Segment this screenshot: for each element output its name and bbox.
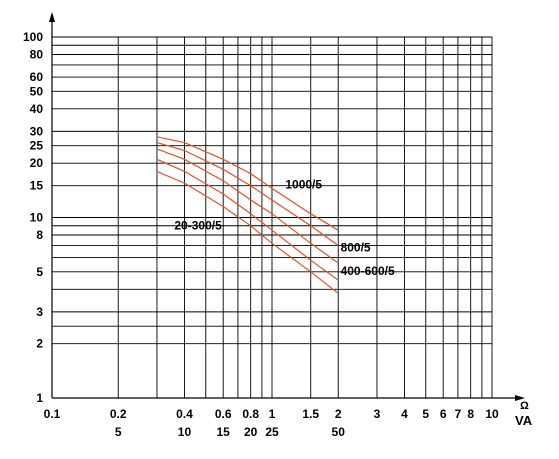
curves bbox=[156, 136, 339, 294]
x-tick-label: 6 bbox=[440, 407, 447, 421]
x-tick-label-va: 20 bbox=[244, 425, 258, 439]
x-tick-label: 2 bbox=[335, 407, 342, 421]
y-tick-label: 20 bbox=[30, 156, 44, 170]
curve-label: 20-300/5 bbox=[174, 218, 222, 232]
x-tick-label-va: 25 bbox=[265, 425, 279, 439]
x-tick-label: 3 bbox=[374, 407, 381, 421]
x-tick-label-va: 10 bbox=[178, 425, 192, 439]
y-tick-label: 30 bbox=[30, 124, 44, 138]
y-tick-label: 15 bbox=[30, 179, 44, 193]
y-tick-label: 60 bbox=[30, 70, 44, 84]
series-line bbox=[156, 158, 339, 281]
x-tick-label-va: 15 bbox=[217, 425, 231, 439]
series-line bbox=[156, 136, 339, 231]
series-line bbox=[156, 170, 339, 294]
series-line bbox=[156, 148, 339, 264]
x-unit-label-va: VA bbox=[515, 413, 533, 428]
curve-label: 400-600/5 bbox=[341, 264, 395, 278]
x-tick-label: 0.2 bbox=[110, 407, 127, 421]
series-line bbox=[156, 142, 339, 246]
y-tick-label: 50 bbox=[30, 84, 44, 98]
x-tick-label: 0.1 bbox=[44, 407, 61, 421]
x-tick-label-va: 50 bbox=[332, 425, 346, 439]
x-tick-label: 7 bbox=[455, 407, 462, 421]
y-tick-label: 1 bbox=[36, 391, 43, 405]
x-unit-label-ohm: Ω bbox=[520, 400, 529, 412]
x-tick-label: 0.4 bbox=[176, 407, 193, 421]
axes bbox=[49, 12, 525, 401]
y-tick-label: 10 bbox=[30, 211, 44, 225]
y-tick-label: 40 bbox=[30, 102, 44, 116]
y-tick-label: 3 bbox=[36, 305, 43, 319]
x-tick-label: 1.5 bbox=[302, 407, 319, 421]
x-axis-arrow bbox=[515, 395, 525, 401]
curve-label: 1000/5 bbox=[285, 177, 322, 191]
x-tick-label: 4 bbox=[401, 407, 408, 421]
x-tick-label: 8 bbox=[467, 407, 474, 421]
x-tick-label: 0.6 bbox=[215, 407, 232, 421]
y-tick-label: 5 bbox=[36, 265, 43, 279]
x-tick-label-va: 5 bbox=[115, 425, 122, 439]
y-tick-label: 8 bbox=[36, 228, 43, 242]
y-tick-label: 25 bbox=[30, 139, 44, 153]
x-tick-label: 1 bbox=[269, 407, 276, 421]
y-tick-label: 80 bbox=[30, 47, 44, 61]
grid bbox=[51, 36, 493, 399]
curve-labels: 1000/5 20-300/5 800/5 400-600/5 bbox=[174, 177, 395, 278]
x-tick-label: 10 bbox=[485, 407, 499, 421]
y-tick-label: 100 bbox=[23, 30, 43, 44]
curve-label: 800/5 bbox=[341, 240, 371, 254]
x-tick-label: 5 bbox=[422, 407, 429, 421]
y-axis-arrow bbox=[49, 12, 55, 22]
y-tick-label: 2 bbox=[36, 337, 43, 351]
x-tick-label: 0.8 bbox=[242, 407, 259, 421]
